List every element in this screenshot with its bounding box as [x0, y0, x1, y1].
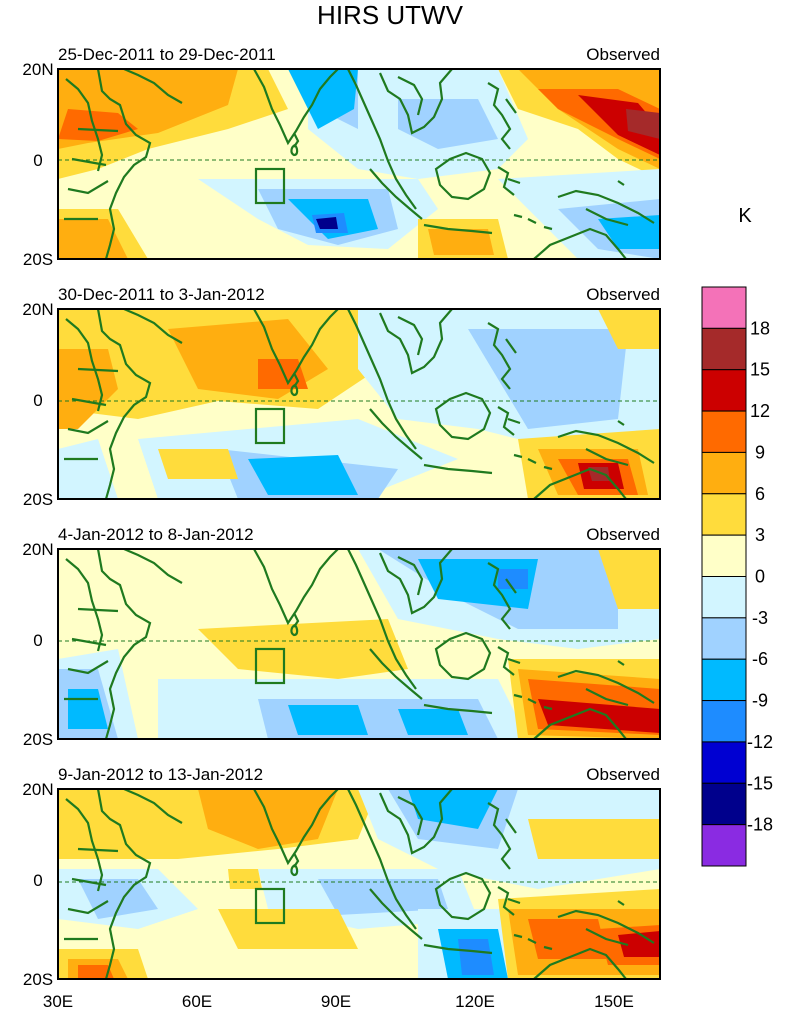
colorbar-label: -12: [747, 732, 773, 752]
panel-4-period: 9-Jan-2012 to 13-Jan-2012: [58, 765, 263, 784]
lon-label-90e: 90E: [321, 992, 351, 1011]
lat-label-panel-2-20n: 20N: [22, 300, 53, 319]
panel-1: [57, 67, 661, 261]
colorbar-swatch: [701, 410, 747, 453]
panel-3-period: 4-Jan-2012 to 8-Jan-2012: [58, 525, 254, 544]
colorbar-label: -18: [747, 815, 773, 835]
figure-title: HIRS UTWV: [317, 0, 464, 30]
panel-1-contours: [58, 69, 660, 259]
panel-2-source: Observed: [586, 285, 660, 304]
colorbar-swatch: [701, 327, 747, 371]
panel-3-source: Observed: [586, 525, 660, 544]
colorbar-label: 15: [750, 360, 770, 380]
colorbar-swatch: [701, 286, 747, 329]
lat-label-panel-4-0: 0: [33, 871, 42, 890]
colorbar-swatch: [701, 369, 747, 412]
lat-label-panel-1-20n: 20N: [22, 60, 53, 79]
colorbar-label: -3: [752, 608, 768, 628]
panel-2-contours: [58, 309, 660, 499]
colorbar-swatch: [701, 534, 747, 578]
colorbar-swatch: [701, 576, 747, 619]
panel-4-source: Observed: [586, 765, 660, 784]
colorbar-label: 6: [755, 484, 765, 504]
colorbar-swatch: [701, 493, 747, 536]
lat-label-panel-2-20s: 20S: [23, 490, 53, 509]
colorbar-label: -9: [752, 691, 768, 711]
colorbar-unit: K: [738, 205, 752, 227]
colorbar-swatch: [701, 741, 747, 784]
lat-label-panel-2-0: 0: [33, 391, 42, 410]
colorbar-swatch: [701, 700, 747, 743]
lon-label-60e: 60E: [182, 992, 212, 1011]
colorbar-label: 12: [750, 401, 770, 421]
lat-label-panel-3-20s: 20S: [23, 730, 53, 749]
lat-label-panel-4-20n: 20N: [22, 780, 53, 799]
colorbar-swatch: [701, 617, 747, 660]
lat-label-panel-4-20s: 20S: [23, 970, 53, 989]
lat-label-panel-3-0: 0: [33, 631, 42, 650]
panel-3: [57, 547, 661, 741]
colorbar-label: -6: [752, 649, 768, 669]
lat-labels: 20N 0 20S 20N 0 20S 20N 0 20S 20N 0 20S: [22, 60, 53, 989]
lat-label-panel-1-20s: 20S: [23, 250, 53, 269]
panel-4: [57, 787, 661, 981]
lon-label-150e: 150E: [594, 992, 634, 1011]
colorbar-label: 18: [750, 318, 770, 338]
lat-label-panel-1-0: 0: [33, 151, 42, 170]
lon-labels: 30E 60E 90E 120E 150E: [43, 992, 634, 1011]
panel-1-source: Observed: [586, 45, 660, 64]
lon-label-120e: 120E: [455, 992, 495, 1011]
colorbar-swatch: [701, 451, 747, 495]
panel-2: [57, 307, 661, 501]
colorbar-swatch: [701, 824, 747, 867]
colorbar: 18 15 12 9 6 3 0 -3 -6 -9 -12 -15 -18: [701, 286, 773, 867]
colorbar-label: 9: [755, 442, 765, 462]
colorbar-swatch: [701, 782, 747, 826]
colorbar-swatch: [701, 658, 747, 702]
lat-label-panel-3-20n: 20N: [22, 540, 53, 559]
lon-label-30e: 30E: [43, 992, 73, 1011]
panel-1-period: 25-Dec-2011 to 29-Dec-2011: [58, 45, 276, 64]
colorbar-label: 0: [755, 567, 765, 587]
colorbar-label: -15: [747, 773, 773, 793]
colorbar-label: 3: [755, 525, 765, 545]
panel-2-period: 30-Dec-2011 to 3-Jan-2012: [58, 285, 265, 304]
